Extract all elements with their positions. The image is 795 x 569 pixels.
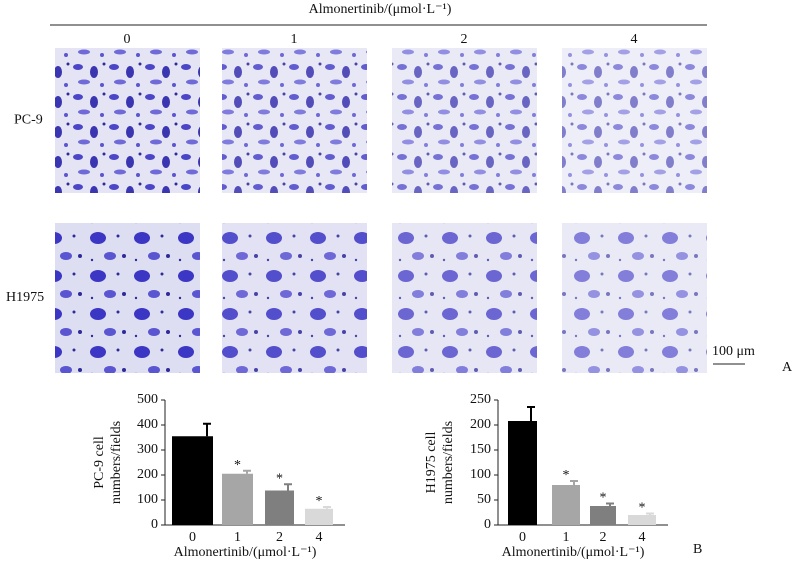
y-tick-label: 100 xyxy=(137,492,158,507)
column-label: 1 xyxy=(291,32,298,47)
micrograph xyxy=(562,223,707,373)
panel-label: A xyxy=(782,360,793,375)
x-tick-label: 0 xyxy=(189,530,196,545)
micrograph xyxy=(55,223,200,373)
bar xyxy=(172,436,213,525)
y-tick-label: 150 xyxy=(470,442,491,457)
y-axis-label: PC-9 cell xyxy=(92,436,107,489)
column-label: 2 xyxy=(461,32,468,47)
micrograph xyxy=(222,223,367,373)
bar xyxy=(305,508,333,525)
y-tick-label: 200 xyxy=(137,467,158,482)
bar xyxy=(265,490,294,525)
x-axis-label: Almonertinib/(μmol·L⁻¹) xyxy=(502,545,645,560)
panel-title: Almonertinib/(μmol·L⁻¹) xyxy=(309,2,452,17)
row-label: PC-9 xyxy=(14,113,43,128)
x-tick-label: 4 xyxy=(639,530,646,545)
significance-mark: * xyxy=(600,491,607,506)
y-tick-label: 300 xyxy=(137,442,158,457)
x-tick-label: 1 xyxy=(563,530,570,545)
bar xyxy=(628,515,656,525)
x-tick-label: 2 xyxy=(276,530,283,545)
bar xyxy=(590,506,616,525)
significance-mark: * xyxy=(276,471,283,486)
micrograph xyxy=(392,223,537,373)
significance-mark: * xyxy=(639,501,646,516)
row-label: H1975 xyxy=(6,290,44,305)
significance-mark: * xyxy=(316,494,323,509)
y-tick-label: 0 xyxy=(151,517,158,532)
x-tick-label: 1 xyxy=(234,530,241,545)
significance-mark: * xyxy=(234,458,241,473)
y-tick-label: 200 xyxy=(470,417,491,432)
y-axis-label: numbers/fields xyxy=(109,421,124,504)
y-tick-label: 400 xyxy=(137,417,158,432)
micrograph xyxy=(392,48,537,193)
column-label: 0 xyxy=(124,32,131,47)
micrograph xyxy=(562,48,707,193)
y-tick-label: 0 xyxy=(484,517,491,532)
column-label: 4 xyxy=(631,32,638,47)
y-axis-label: H1975 cell xyxy=(424,431,439,493)
x-axis-label: Almonertinib/(μmol·L⁻¹) xyxy=(174,545,317,560)
x-tick-label: 2 xyxy=(600,530,607,545)
x-tick-label: 4 xyxy=(316,530,323,545)
y-tick-label: 500 xyxy=(137,392,158,407)
y-tick-label: 250 xyxy=(470,392,491,407)
y-tick-label: 50 xyxy=(477,492,491,507)
significance-mark: * xyxy=(563,468,570,483)
y-tick-label: 100 xyxy=(470,467,491,482)
x-tick-label: 0 xyxy=(519,530,526,545)
scale-label: 100 μm xyxy=(712,344,755,359)
panel-a: Almonertinib/(μmol·L⁻¹) 100 μm A xyxy=(50,2,793,375)
micrograph xyxy=(55,48,200,193)
panel-label: B xyxy=(693,542,702,557)
micrograph xyxy=(222,48,367,193)
bar xyxy=(508,421,537,525)
y-axis-label: numbers/fields xyxy=(441,421,456,504)
bar xyxy=(222,473,253,525)
bar xyxy=(552,485,580,525)
